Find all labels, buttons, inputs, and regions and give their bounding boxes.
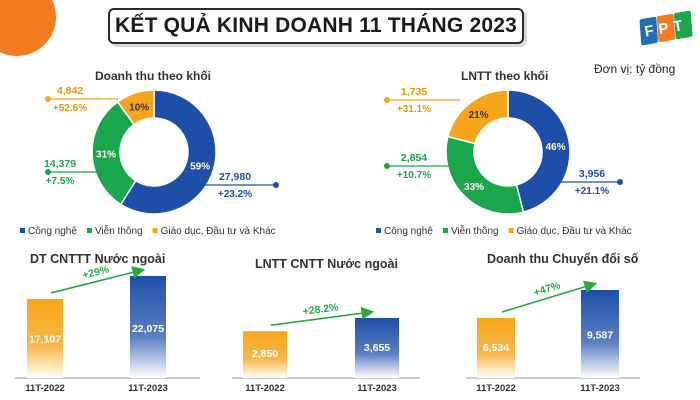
callout-growth: +52.6% <box>53 103 87 114</box>
fpt-logo: FPT <box>636 4 696 52</box>
donut-slice-Công nghệ <box>507 89 571 213</box>
bar-11T-2022 <box>477 318 515 378</box>
callout-growth: +23.2% <box>218 189 252 200</box>
legend-entry: Công nghệ <box>384 226 433 237</box>
growth-label: +47% <box>532 279 562 299</box>
growth-arrow <box>501 280 598 313</box>
legend-swatch <box>152 228 158 233</box>
bar-value-label: 6,534 <box>483 342 509 354</box>
callout-dot <box>617 179 623 185</box>
callout-value: 2,854 <box>401 152 427 164</box>
legend-entry: Viễn thông <box>95 224 143 237</box>
callout-dot <box>384 163 390 169</box>
bar-value-label: 3,655 <box>364 342 390 354</box>
callout-growth: +21.1% <box>575 186 609 197</box>
unit-label: Đơn vị: tỷ đồng <box>594 62 676 76</box>
pbt-by-division-title: LNTT theo khối <box>461 69 549 83</box>
callout-value: 3,956 <box>579 168 605 180</box>
it-overseas-pbt-title: LNTT CNTT Nước ngoài <box>255 257 398 271</box>
bar-11T-2023 <box>130 276 166 378</box>
callout-dot <box>45 96 51 102</box>
legend-entry: Giáo dục, Đầu tư và Khác <box>517 225 632 237</box>
digital-transformation-revenue-title: Doanh thu Chuyển đổi số <box>487 252 639 266</box>
legend-swatch <box>508 228 514 233</box>
slice-percent-label: 59% <box>190 161 210 172</box>
growth-label: +28.2% <box>302 301 340 318</box>
bar-category-label: 11T-2022 <box>25 383 65 394</box>
callout-growth: +31.1% <box>397 104 431 115</box>
bar-11T-2022 <box>27 298 63 378</box>
donut-slice-Viễn thông <box>445 135 525 215</box>
legend-swatch <box>442 228 448 233</box>
fpt-logo-svg: FPT <box>639 10 693 46</box>
title-box: KẾT QUẢ KINH DOANH 11 THÁNG 2023 <box>108 8 524 44</box>
bar-category-label: 11T-2023 <box>580 383 620 394</box>
legend-swatch <box>86 228 92 233</box>
bar-value-label: 2,850 <box>252 348 278 360</box>
bar-value-label: 17,107 <box>29 333 61 345</box>
slice-percent-label: 21% <box>469 110 489 121</box>
callout-value: 1,735 <box>401 86 427 98</box>
callout-dot <box>273 182 279 188</box>
legend-entry: Viễn thông <box>451 224 499 237</box>
it-overseas-revenue-title: DT CNTTT Nước ngoài <box>30 252 166 266</box>
callout-dot <box>45 169 51 175</box>
slice-percent-label: 10% <box>129 102 149 113</box>
legend-swatch <box>376 228 381 233</box>
bar-category-label: 11T-2023 <box>128 383 168 394</box>
bar-category-label: 11T-2022 <box>245 383 285 394</box>
donut-slice-Viễn thông <box>91 100 137 206</box>
donut-slice-Giáo dục, Đầu tư và Khác <box>447 89 509 145</box>
page-title: KẾT QUẢ KINH DOANH 11 THÁNG 2023 <box>115 14 517 37</box>
bar-category-label: 11T-2023 <box>357 383 397 394</box>
revenue-by-division-title: Doanh thu theo khối <box>95 69 211 83</box>
bar-11T-2022 <box>243 331 287 378</box>
callout-growth: +7.5% <box>46 176 75 187</box>
bar-category-label: 11T-2022 <box>476 383 516 394</box>
callout-growth: +10.7% <box>397 170 431 181</box>
slice-percent-label: 31% <box>96 150 116 161</box>
donut-slice-Công nghệ <box>119 89 217 215</box>
bar-value-label: 22,075 <box>132 323 164 335</box>
legend-swatch <box>20 228 25 233</box>
bar-value-label: 9,587 <box>587 329 613 341</box>
callout-value: 27,980 <box>219 171 251 183</box>
growth-arrow <box>50 266 146 294</box>
callout-value: 14,379 <box>44 158 76 170</box>
slice-percent-label: 46% <box>546 142 566 153</box>
growth-arrow <box>270 306 375 327</box>
callout-dot <box>384 97 390 103</box>
donut-slice-Giáo dục, Đầu tư và Khác <box>116 89 155 126</box>
legend-entry: Giáo dục, Đầu tư và Khác <box>161 225 276 237</box>
bar-11T-2023 <box>581 290 619 378</box>
bar-11T-2023 <box>355 318 399 378</box>
callout-value: 4,842 <box>57 85 83 97</box>
legend-entry: Công nghệ <box>28 226 77 237</box>
slice-percent-label: 33% <box>464 182 484 193</box>
